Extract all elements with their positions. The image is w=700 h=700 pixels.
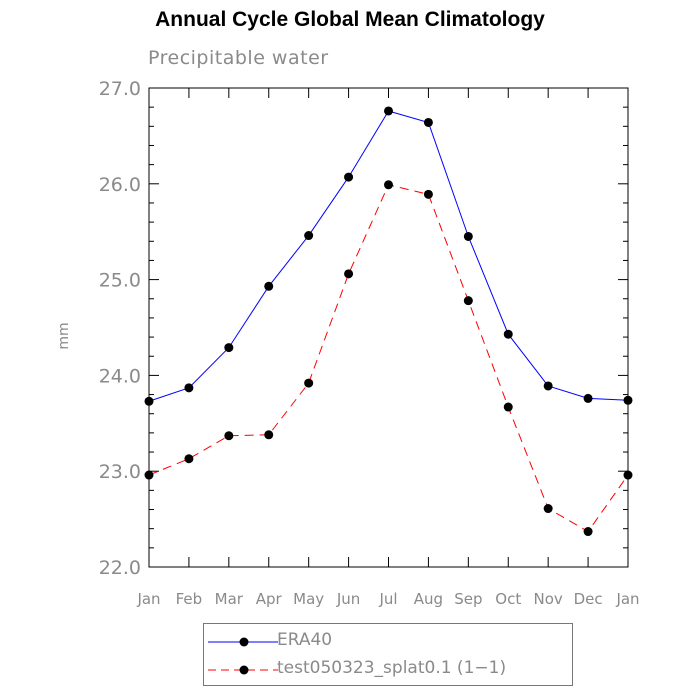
x-tick-label: Nov — [534, 590, 563, 608]
x-tick-label: Aug — [414, 590, 443, 608]
x-tick-label: Oct — [495, 590, 521, 608]
legend-item-era40: ERA40 — [204, 630, 574, 654]
x-tick-label: Feb — [176, 590, 203, 608]
legend-item-test: test050323_splat0.1 (1−1) — [204, 658, 574, 682]
y-tick-label: 27.0 — [99, 78, 141, 100]
x-tick-label: Apr — [256, 590, 283, 608]
series-0-point — [184, 383, 194, 393]
series-1-point — [423, 189, 433, 199]
series-1-point — [384, 180, 393, 190]
series-0-point — [144, 396, 154, 406]
x-tick-label: Jul — [378, 590, 397, 608]
x-tick-label: Mar — [215, 590, 244, 608]
series-0-point — [503, 329, 513, 339]
series-0-point — [344, 172, 354, 182]
series-1-point — [543, 504, 553, 514]
legend-swatch-test — [208, 665, 278, 675]
series-0-point — [384, 106, 393, 116]
series-0-point — [463, 231, 473, 241]
series-1-point — [224, 431, 234, 441]
series-1-point — [144, 470, 154, 480]
y-tick-label: 22.0 — [99, 557, 141, 579]
series-line-1 — [148, 184, 629, 533]
series-1-point — [344, 269, 354, 279]
series-1-point — [304, 378, 314, 388]
series-0-point — [543, 381, 553, 391]
legend: ERA40 test050323_splat0.1 (1−1) — [203, 623, 573, 686]
legend-swatch-era40 — [208, 637, 278, 647]
series-0-point — [583, 393, 593, 403]
y-tick-label: 24.0 — [99, 365, 141, 387]
plot-frame — [148, 87, 629, 568]
x-tick-label: Jan — [615, 590, 639, 608]
x-tick-label: Jun — [336, 590, 360, 608]
legend-label-test: test050323_splat0.1 (1−1) — [277, 658, 507, 678]
series-1-point — [503, 402, 513, 412]
chart-title: Annual Cycle Global Mean Climatology — [155, 8, 545, 31]
series-1-point — [463, 296, 473, 306]
y-tick-label: 26.0 — [99, 174, 141, 196]
series-0-point — [264, 281, 274, 291]
x-tick-label: May — [293, 590, 324, 608]
series-line-0 — [148, 110, 629, 402]
series-1-point — [264, 430, 274, 440]
series-0-point — [623, 395, 633, 405]
legend-label-era40: ERA40 — [277, 630, 333, 650]
x-tick-label: Sep — [454, 590, 482, 608]
series-1-point — [583, 527, 593, 537]
x-tick-label: Dec — [574, 590, 603, 608]
series-0-point — [304, 231, 314, 241]
chart-subtitle: Precipitable water — [148, 47, 329, 69]
series-1-point — [623, 470, 633, 480]
x-tick-label: Jan — [136, 590, 160, 608]
y-tick-label: 23.0 — [99, 461, 141, 483]
series-0-point — [224, 343, 234, 353]
series-0-point — [423, 117, 433, 127]
series-1-point — [184, 454, 194, 464]
y-tick-label: 25.0 — [99, 270, 141, 292]
